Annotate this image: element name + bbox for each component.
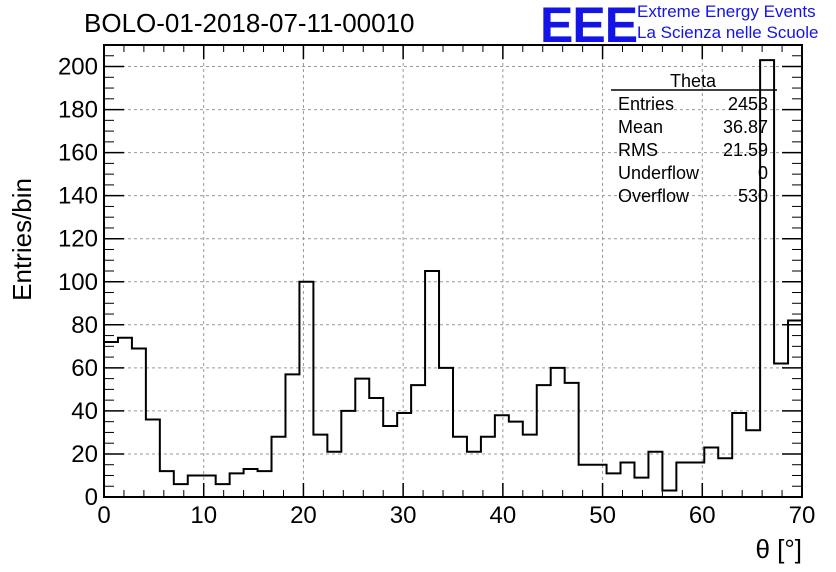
x-tick-label: 0 xyxy=(97,502,110,529)
stats-row-label: Entries xyxy=(618,94,674,114)
stats-row-value: 530 xyxy=(738,186,768,206)
axis-ticks xyxy=(103,44,803,498)
y-tick-label: 180 xyxy=(58,97,98,124)
x-tick-label: 70 xyxy=(789,502,816,529)
y-tick-label: 120 xyxy=(58,226,98,253)
stats-row-value: 2453 xyxy=(728,94,768,114)
stats-row-label: Mean xyxy=(618,117,663,137)
x-tick-label: 40 xyxy=(490,502,517,529)
stats-rows: Entries 2453 Mean 36.87 RMS 21.59 Underflow 0 Ov… xyxy=(618,94,768,206)
y-tick-label: 0 xyxy=(85,484,98,511)
stats-row-label: RMS xyxy=(618,140,658,160)
eee-logo: EEE Extreme Energy Events La Scienza nel… xyxy=(540,0,836,50)
x-tick-label: 10 xyxy=(190,502,217,529)
y-tick-label: 80 xyxy=(71,312,98,339)
logo-line-2: La Scienza nelle Scuole xyxy=(637,23,819,42)
y-tick-label: 140 xyxy=(58,183,98,210)
stats-row-value: 0 xyxy=(758,163,768,183)
x-tick-label: 20 xyxy=(290,502,317,529)
x-tick-labels: 0 10 20 30 40 50 60 70 xyxy=(97,502,815,529)
histogram-step-line xyxy=(104,59,802,492)
stats-box: Theta Entries 2453 Mean 36.87 RMS 21.59 Underf… xyxy=(611,71,777,206)
y-axis-label: Entries/bin xyxy=(7,178,37,301)
y-tick-label: 20 xyxy=(71,441,98,468)
x-tick-label: 30 xyxy=(390,502,417,529)
y-tick-label: 100 xyxy=(58,269,98,296)
y-tick-labels: 0 20 40 60 80 100 120 140 160 180 200 xyxy=(58,54,98,511)
stats-row-value: 21.59 xyxy=(723,140,768,160)
stats-row-label: Overflow xyxy=(618,186,690,206)
stats-box-title: Theta xyxy=(670,71,717,91)
y-tick-label: 60 xyxy=(71,355,98,382)
plot-title: BOLO-01-2018-07-11-00010 xyxy=(84,8,415,38)
stats-row-value: 36.87 xyxy=(723,117,768,137)
x-axis-label: θ [°] xyxy=(755,534,802,564)
eee-logo-mark: EEE xyxy=(540,0,638,53)
x-tick-label: 50 xyxy=(589,502,616,529)
y-tick-label: 200 xyxy=(58,54,98,81)
x-tick-label: 60 xyxy=(689,502,716,529)
y-tick-label: 160 xyxy=(58,140,98,167)
y-tick-label: 40 xyxy=(71,398,98,425)
stats-row-label: Underflow xyxy=(618,163,700,183)
logo-line-1: Extreme Energy Events xyxy=(637,2,816,21)
